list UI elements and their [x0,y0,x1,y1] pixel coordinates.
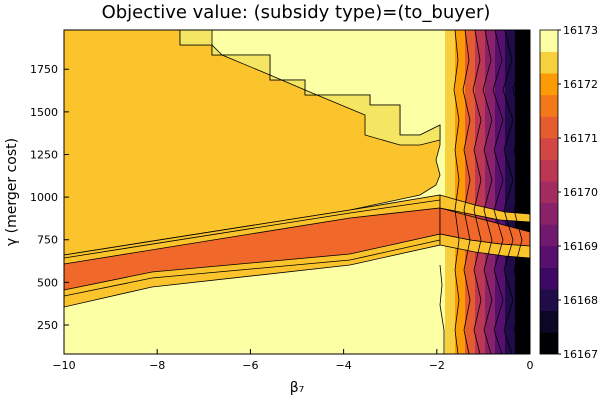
colorbar-swatch [540,224,558,247]
contour-line-right-6 [502,30,514,354]
plot-area [64,30,530,354]
colorbar-tick-label: 16168 [563,294,598,307]
y-tick-label: 1750 [30,63,58,76]
y-tick-label: 1000 [30,191,58,204]
y-tick-label: 500 [37,276,58,289]
plot-frame [63,29,531,355]
colorbar-swatch [540,94,558,117]
colorbar-tick-label: 16169 [563,240,598,253]
y-axis-label: γ (merger cost) [4,138,20,246]
colorbar-swatch [540,30,558,52]
contour-strip-2 [455,30,465,354]
colorbar-swatch [540,246,558,268]
y-tick-label: 250 [37,319,58,332]
y-tick-label: 1500 [30,106,58,119]
contour-line-right-4 [482,30,493,354]
colorbar-tick-label: 16173 [563,24,598,37]
y-tick-label: 750 [37,234,58,247]
colorbar-tick-label: 16171 [563,132,598,145]
colorbar-tick-label: 16167 [563,348,598,361]
colorbar-swatch [540,138,558,160]
colorbar-swatch [540,73,558,96]
contour-region-top-center [179,30,441,146]
contour-line-band-2 [64,239,441,297]
x-tick-label: −10 [52,359,75,372]
contour-line-right-1 [453,30,460,354]
contour-line-right-5 [492,30,504,354]
x-tick-label: −8 [149,359,165,372]
contour-region-right-wedge-lower [439,233,530,259]
contour-line-right-2 [462,30,471,354]
colorbar-swatch [540,159,558,182]
x-axis-label: β₇ [290,380,305,396]
contour-region-middle-band [64,207,441,291]
y-axis: 250 500 750 1000 1250 1500 1750 [30,63,69,332]
contour-line-lower-right [439,264,445,354]
colorbar [540,30,558,355]
x-tick-label: 0 [527,359,534,372]
contour-line-band-1 [64,199,441,259]
x-tick-label: −4 [335,359,351,372]
contour-strip-6 [495,30,505,354]
x-tick-label: −2 [429,359,445,372]
contour-strip-1 [445,30,455,354]
colorbar-swatch [540,310,558,333]
x-tick-label: −6 [242,359,258,372]
colorbar-swatch [540,116,558,139]
chart-title: Objective value: (subsidy type)=(to_buye… [102,2,491,23]
contour-strip-5 [485,30,495,354]
colorbar-swatch [540,289,558,312]
y-tick-label: 1250 [30,148,58,161]
colorbar-swatch [540,332,558,355]
colorbar-swatch [540,51,558,74]
contour-line-right-3 [472,30,482,354]
contour-strip-8 [515,30,530,354]
colorbar-tick-label: 16172 [563,78,598,91]
contour-strip-3 [465,30,475,354]
colorbar-swatch [540,267,558,290]
colorbar-swatch [540,181,558,204]
x-axis: −10 −8 −6 −4 −2 0 [52,349,534,372]
colorbar-tick-label: 16170 [563,186,598,199]
colorbar-ticks: 16167 16168 16169 16170 16171 16172 16173 [558,24,598,361]
contour-line-right-7 [512,30,523,354]
contour-strip-7 [505,30,515,354]
contour-strip-4 [475,30,485,354]
colorbar-swatch [540,202,558,225]
